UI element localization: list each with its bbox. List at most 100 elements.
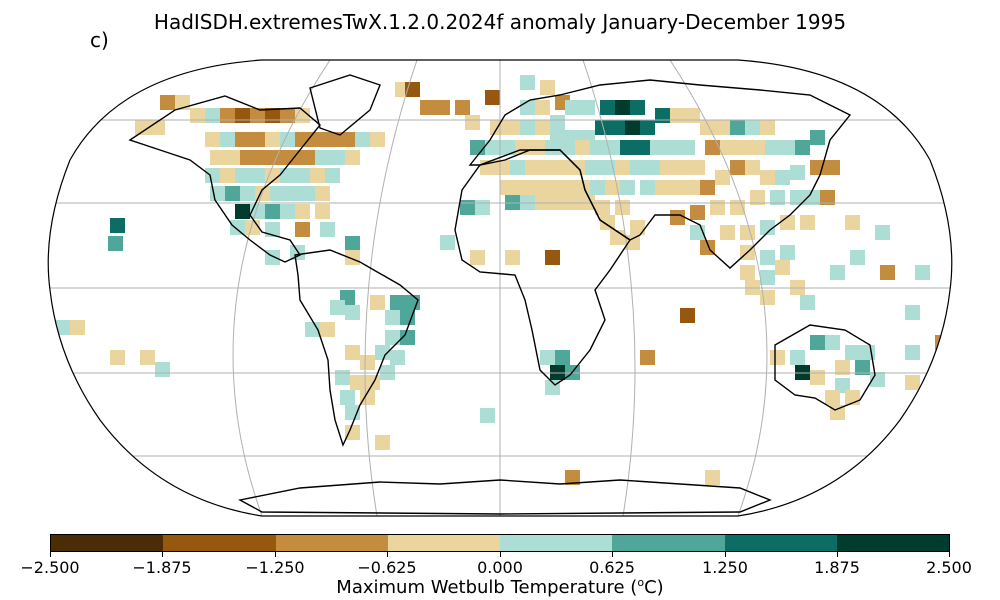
anomaly-cell xyxy=(480,408,495,423)
anomaly-cell xyxy=(470,250,485,265)
colorbar-tick-label: 1.875 xyxy=(814,558,860,577)
anomaly-cell xyxy=(680,308,695,323)
anomaly-cell xyxy=(435,100,450,115)
anomaly-cell xyxy=(530,140,545,155)
anomaly-cell xyxy=(535,100,550,115)
anomaly-cell xyxy=(600,160,615,175)
anomaly-cell xyxy=(765,140,780,155)
anomaly-cell xyxy=(575,140,590,155)
anomaly-cell xyxy=(220,168,235,183)
anomaly-cell xyxy=(740,225,755,240)
anomaly-cell xyxy=(825,160,840,175)
anomaly-cell xyxy=(600,100,615,115)
anomaly-cell xyxy=(620,180,635,195)
anomaly-cell xyxy=(265,168,280,183)
anomaly-cell xyxy=(310,132,325,147)
anomaly-cell xyxy=(280,168,295,183)
anomaly-cell xyxy=(560,140,575,155)
anomaly-cell xyxy=(110,218,125,233)
anomaly-cell xyxy=(740,265,755,280)
colorbar-tick xyxy=(837,552,838,557)
anomaly-cell xyxy=(820,190,835,205)
colorbar-title: Maximum Wetbulb Temperature (oC) xyxy=(0,576,1000,598)
anomaly-cell xyxy=(595,120,610,135)
world-anomaly-map xyxy=(47,59,953,517)
anomaly-cell xyxy=(760,120,775,135)
anomaly-cell xyxy=(540,80,555,95)
anomaly-cell xyxy=(745,160,760,175)
anomaly-cell xyxy=(775,260,790,275)
colorbar-tick xyxy=(387,552,388,557)
anomaly-cell xyxy=(835,360,850,375)
anomaly-cell xyxy=(285,186,300,201)
anomaly-cell xyxy=(365,375,380,390)
anomaly-cell xyxy=(595,200,610,215)
anomaly-cell xyxy=(525,160,540,175)
anomaly-cell xyxy=(500,180,515,195)
anomaly-cell xyxy=(225,150,240,165)
coastlines xyxy=(128,74,876,515)
anomaly-cell xyxy=(905,345,920,360)
anomaly-cell xyxy=(250,168,265,183)
anomaly-cell xyxy=(700,180,715,195)
anomaly-cell xyxy=(370,295,385,310)
anomaly-cell xyxy=(600,215,615,230)
anomaly-cell xyxy=(475,200,490,215)
anomaly-cell xyxy=(615,200,630,215)
anomaly-cell xyxy=(155,362,170,377)
anomaly-cell xyxy=(905,375,920,390)
anomaly-cell xyxy=(770,190,785,205)
anomaly-cell xyxy=(390,295,405,310)
anomaly-cell xyxy=(720,225,735,240)
colorbar-segment xyxy=(612,535,725,551)
anomaly-cell xyxy=(800,295,815,310)
anomaly-cell xyxy=(220,108,235,123)
anomaly-cell xyxy=(400,310,415,325)
anomaly-cell xyxy=(300,186,315,201)
anomaly-cell xyxy=(265,132,280,147)
anomaly-cell xyxy=(760,250,775,265)
anomaly-cell xyxy=(720,140,735,155)
anomaly-cell xyxy=(655,108,670,123)
anomaly-cell xyxy=(810,335,825,350)
anomaly-cell xyxy=(670,108,685,123)
anomaly-cell xyxy=(760,170,775,185)
anomaly-cell xyxy=(520,75,535,90)
anomaly-cell xyxy=(770,350,785,365)
anomaly-cell xyxy=(555,350,570,365)
anomaly-cell xyxy=(580,100,595,115)
anomaly-cell xyxy=(660,160,675,175)
anomaly-cell xyxy=(535,120,550,135)
anomaly-cell xyxy=(835,378,850,393)
colorbar xyxy=(50,534,950,552)
anomaly-cell xyxy=(735,140,750,155)
anomaly-cell xyxy=(230,220,245,235)
colorbar-segment xyxy=(275,535,388,551)
anomaly-cell xyxy=(140,350,155,365)
anomaly-cell xyxy=(340,390,355,405)
anomaly-cell xyxy=(590,180,605,195)
anomaly-cell xyxy=(830,265,845,280)
colorbar-title-close: ) xyxy=(656,577,664,598)
anomaly-cell xyxy=(825,335,840,350)
colorbar-tick xyxy=(275,552,276,557)
anomaly-cell xyxy=(565,100,580,115)
anomaly-cell xyxy=(345,425,360,440)
anomaly-cell xyxy=(790,350,805,365)
colorbar-segment xyxy=(724,535,837,551)
anomaly-cell xyxy=(375,435,390,450)
anomaly-cell xyxy=(235,168,250,183)
anomaly-cell xyxy=(350,375,365,390)
anomaly-cell xyxy=(685,108,700,123)
anomaly-cell xyxy=(780,140,795,155)
anomaly-cell xyxy=(70,320,85,335)
anomaly-cell xyxy=(560,180,575,195)
colorbar-tick-label: −1.875 xyxy=(132,558,192,577)
anomaly-cell xyxy=(800,215,815,230)
colorbar-segment xyxy=(163,535,276,551)
anomaly-cell xyxy=(205,108,220,123)
colorbar-tick-label: 1.250 xyxy=(702,558,748,577)
anomaly-cell xyxy=(135,120,150,135)
anomaly-cell xyxy=(510,160,525,175)
anomaly-cell xyxy=(310,168,325,183)
